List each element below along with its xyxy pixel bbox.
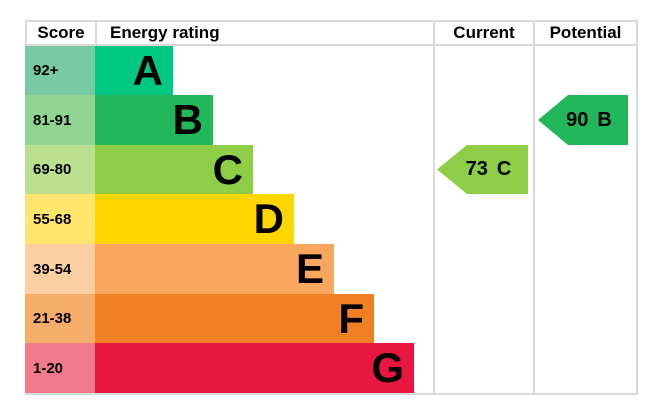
table-header: Score Energy rating Current Potential xyxy=(25,20,638,46)
score-range-b: 81-91 xyxy=(25,95,95,145)
header-current: Current xyxy=(433,22,533,44)
header-potential: Potential xyxy=(533,22,638,44)
divider-current-left xyxy=(433,46,435,395)
band-row-c: 69-80 C xyxy=(25,145,445,194)
band-row-a: 92+ A xyxy=(25,46,445,95)
rating-bar-a: A xyxy=(95,46,173,95)
header-score: Score xyxy=(25,22,95,44)
divider-bottom xyxy=(25,393,638,395)
current-score: 73 xyxy=(465,158,488,180)
band-row-f: 21-38 F xyxy=(25,294,445,343)
score-range-g: 1-20 xyxy=(25,343,95,393)
rating-bar-g: G xyxy=(95,343,414,393)
potential-rating-arrow: 90 B xyxy=(538,95,628,145)
rating-bar-b: B xyxy=(95,95,213,145)
divider-current-potential xyxy=(533,46,535,395)
band-row-b: 81-91 B xyxy=(25,95,445,145)
header-energy-rating: Energy rating xyxy=(95,22,433,44)
divider-right-edge xyxy=(636,46,638,395)
potential-rating-letter: B xyxy=(597,108,612,131)
rating-bands: 92+ A 81-91 B 69-80 C 55-68 D 39-54 E 21… xyxy=(25,46,445,393)
current-rating-arrow: 73 C xyxy=(437,145,528,194)
score-range-d: 55-68 xyxy=(25,194,95,244)
rating-bar-c: C xyxy=(95,145,253,194)
band-row-e: 39-54 E xyxy=(25,244,445,294)
rating-bar-e: E xyxy=(95,244,334,294)
current-rating-letter: C xyxy=(496,158,512,180)
potential-score: 90 xyxy=(566,108,589,131)
band-row-d: 55-68 D xyxy=(25,194,445,244)
score-range-a: 92+ xyxy=(25,46,95,95)
band-row-g: 1-20 G xyxy=(25,343,445,393)
rating-bar-d: D xyxy=(95,194,294,244)
score-range-c: 69-80 xyxy=(25,145,95,194)
score-range-e: 39-54 xyxy=(25,244,95,294)
score-range-f: 21-38 xyxy=(25,294,95,343)
rating-bar-f: F xyxy=(95,294,374,343)
